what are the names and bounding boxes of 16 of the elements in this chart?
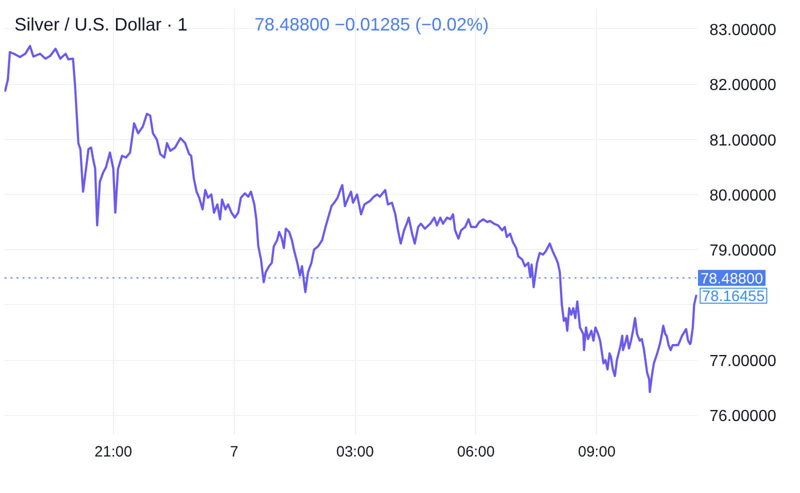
chart-subtitle: 78.48800 −0.01285 (−0.02%) (254, 14, 489, 34)
annotation: 78.16455 (702, 288, 765, 306)
x-tick-label: 06:00 (457, 444, 495, 460)
y-tick-label: 76.00000 (710, 408, 776, 426)
y-tick-label: 80.00000 (710, 187, 776, 204)
y-tick-label: 77.00000 (710, 353, 776, 370)
x-tick-label: 09:00 (578, 444, 616, 460)
x-tick-label: 7 (230, 444, 238, 460)
y-tick-label: 82.00000 (710, 77, 776, 94)
y-tick-label: 81.00000 (710, 132, 776, 150)
x-tick-label: 21:00 (94, 444, 132, 460)
ref-line-label: 78.48800 (700, 270, 764, 288)
chart-title: Silver / U.S. Dollar · 1 (14, 14, 188, 34)
x-tick-label: 03:00 (336, 444, 374, 460)
y-tick-label: 83.00000 (710, 22, 776, 39)
y-tick-label: 79.00000 (710, 242, 776, 260)
